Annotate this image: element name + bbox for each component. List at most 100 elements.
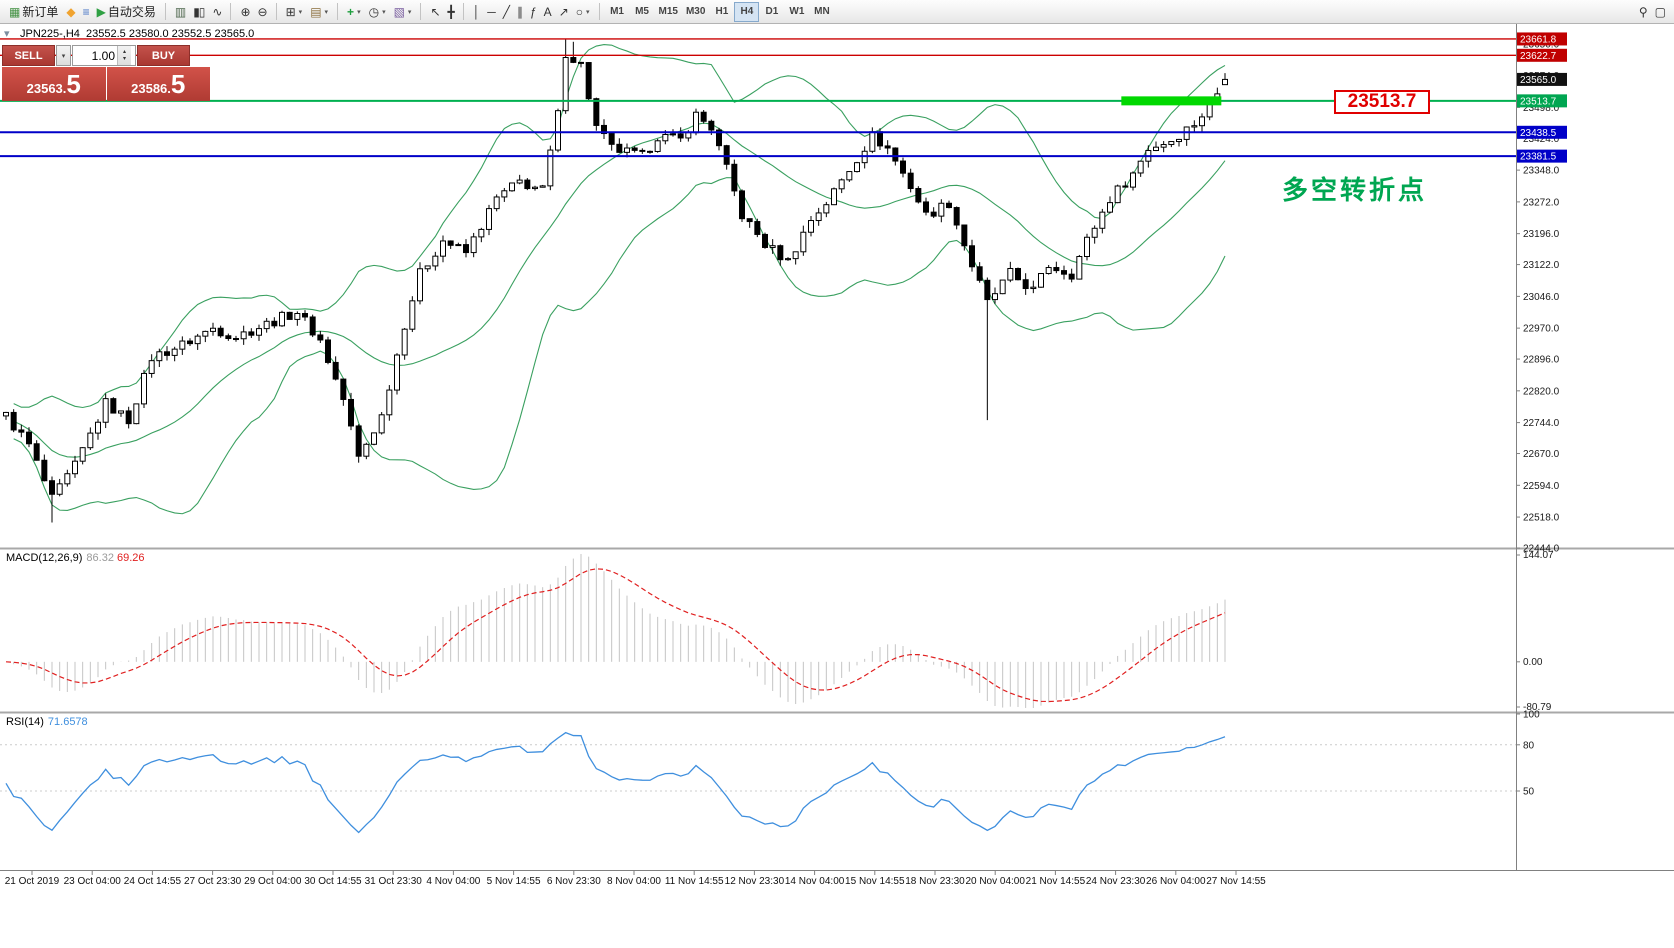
new-chart-button[interactable]: ⊞ ▾ xyxy=(282,2,307,22)
text-button[interactable]: A xyxy=(540,2,555,22)
turning-point-annotation[interactable]: 多空转折点 xyxy=(1282,175,1428,205)
time-axis[interactable]: 21 Oct 2019 23 Oct 04:00 24 Oct 14:55 27 Oc… xyxy=(0,870,1674,887)
new-order-button[interactable]: ▦ 新订单 xyxy=(5,2,62,22)
vertical-line-button[interactable]: │ xyxy=(469,2,484,22)
price-scale-label: 23196.0 xyxy=(1523,229,1560,240)
buy-price-display[interactable]: 23586. 5 xyxy=(106,67,210,101)
window-list-button[interactable]: ▢ xyxy=(1651,2,1669,22)
cursor-icon: ↖ xyxy=(430,4,440,19)
periods-button[interactable]: ◷ ▾ xyxy=(365,2,390,22)
volume-up-icon[interactable]: ▴ xyxy=(122,48,126,55)
price-chart-canvas[interactable]: 23650.023574.023498.023424.023348.023272… xyxy=(0,24,1674,948)
metaquotes-button[interactable]: ◆ xyxy=(62,2,78,22)
timeframe-mn-button[interactable]: MN xyxy=(809,2,834,22)
bar-chart-icon: ▥ xyxy=(174,4,186,19)
toolbar-separator xyxy=(164,3,166,20)
toolbar-separator xyxy=(420,3,422,20)
macd-indicator-label: MACD(12,26,9) 86.32 69.26 xyxy=(6,552,144,564)
market-watch-button[interactable]: ≡ xyxy=(79,2,93,22)
one-click-prices: 23563. 5 23586. 5 xyxy=(2,67,210,101)
toolbar-group-right: ⚲ ▢ xyxy=(1633,2,1671,22)
timeframe-h4-button[interactable]: H4 xyxy=(734,1,760,22)
volume-input[interactable] xyxy=(73,46,117,65)
line-chart-icon: ∿ xyxy=(212,4,222,19)
sell-button[interactable]: SELL xyxy=(2,45,55,66)
market-watch-icon: ≡ xyxy=(82,4,90,19)
templates-button[interactable]: ▧ ▾ xyxy=(390,2,416,22)
profiles-button[interactable]: ▤ ▾ xyxy=(306,2,332,22)
time-axis-label: 23 Oct 04:00 xyxy=(64,876,122,887)
button-label: 新订单 xyxy=(22,5,59,19)
indicators-icon: + xyxy=(347,4,354,19)
buy-button[interactable]: BUY xyxy=(137,45,190,66)
one-click-toggle-arrow[interactable]: ▾ xyxy=(4,28,10,40)
channel-button[interactable]: ∥ xyxy=(513,2,526,22)
trendline-button[interactable]: ╱ xyxy=(499,2,513,22)
price-scale-label: 22820.0 xyxy=(1523,386,1560,397)
line-chart-button[interactable]: ∿ xyxy=(208,2,225,22)
horizontal-lines xyxy=(0,38,1516,158)
toolbar-group-zoom: ⊕ ⊖ xyxy=(234,2,272,22)
price-scale-label: 22670.0 xyxy=(1523,449,1560,460)
search-symbol-button[interactable]: ⚲ xyxy=(1635,2,1651,22)
candlestick-chart-icon: ▮▯ xyxy=(193,4,205,19)
timeframe-d1-button[interactable]: D1 xyxy=(759,2,784,22)
timeframe-h1-button[interactable]: H1 xyxy=(709,2,734,22)
dropdown-arrow-icon: ▾ xyxy=(324,8,329,16)
order-type-dropdown-button[interactable]: ▾ xyxy=(56,45,71,66)
autotrading-button[interactable]: ▶ 自动交易 xyxy=(93,2,160,22)
bar-chart-button[interactable]: ▥ xyxy=(171,2,189,22)
price-scale[interactable]: 23650.023574.023498.023424.023348.023272… xyxy=(1516,24,1567,870)
time-axis-label: 31 Oct 23:30 xyxy=(365,876,423,887)
timeframe-w1-button[interactable]: W1 xyxy=(784,2,809,22)
timeframe-m1-button[interactable]: M1 xyxy=(605,2,630,22)
shapes-button[interactable]: ○ ▾ xyxy=(572,2,594,22)
trendline-icon: ╱ xyxy=(502,4,510,19)
volume-spinner: ▴ ▾ xyxy=(117,46,131,65)
timeframe-m15-button[interactable]: M15 xyxy=(655,2,682,22)
cursor-button[interactable]: ↖ xyxy=(426,2,443,22)
time-axis-label: 12 Nov 23:30 xyxy=(725,876,785,887)
highlight-bar[interactable] xyxy=(1121,96,1222,106)
time-axis-label: 4 Nov 04:00 xyxy=(426,876,480,887)
time-axis-label: 18 Nov 23:30 xyxy=(905,876,965,887)
time-axis-label: 20 Nov 04:00 xyxy=(965,876,1025,887)
price-scale-label: 22444.0 xyxy=(1523,544,1560,555)
price-scale-label: 23046.0 xyxy=(1523,292,1560,303)
fibonacci-button[interactable]: ƒ xyxy=(526,2,540,22)
time-axis-label: 26 Nov 04:00 xyxy=(1146,876,1206,887)
chart-window: 23650.023574.023498.023424.023348.023272… xyxy=(0,24,1674,948)
candlestick-chart-button[interactable]: ▮▯ xyxy=(189,2,208,22)
time-axis-label: 8 Nov 04:00 xyxy=(607,876,661,887)
time-axis-label: 6 Nov 23:30 xyxy=(547,876,601,887)
arrow-tool-button[interactable]: ↗ xyxy=(555,2,572,22)
symbol-ohlc-label: JPN225-,H4 23552.5 23580.0 23552.5 23565… xyxy=(20,28,255,40)
rsi-name: RSI(14) xyxy=(6,716,44,728)
vertical-line-icon: │ xyxy=(472,4,480,19)
price-pips-digit: 5 xyxy=(170,69,186,99)
dropdown-arrow-icon: ▾ xyxy=(357,8,361,16)
fibonacci-icon: ƒ xyxy=(529,4,537,19)
crosshair-button[interactable]: ╋ xyxy=(444,2,458,22)
timeframe-m5-button[interactable]: M5 xyxy=(630,2,655,22)
price-scale-label: 23424.0 xyxy=(1523,134,1560,145)
toolbar-separator xyxy=(462,3,464,20)
indicators-button[interactable]: + ▾ xyxy=(343,2,365,22)
time-axis-label: 27 Oct 23:30 xyxy=(184,876,242,887)
price-badge xyxy=(1517,149,1567,163)
price-badge xyxy=(1517,48,1567,62)
zoom-in-button[interactable]: ⊕ xyxy=(236,2,253,22)
horizontal-line-button[interactable]: ─ xyxy=(483,2,499,22)
price-callout-label[interactable]: 23513.7 xyxy=(1334,90,1430,114)
toolbar: ▦ 新订单 ◆ ≡ ▶ 自动交易 ▥ ▮▯ ∿ ⊕ ⊖ ⊞ ▾ ▤ ▾ + ▾ ◷ ▾ ▧ ▾ ↖ ╋ │ ─ ╱ ∥ ƒ A ↗ ○ ▾ M1… xyxy=(0,0,1674,24)
price-badge xyxy=(1517,32,1567,46)
volume-down-icon[interactable]: ▾ xyxy=(122,55,126,62)
price-scale-label: 22594.0 xyxy=(1523,481,1560,492)
zoom-out-button[interactable]: ⊖ xyxy=(254,2,271,22)
timeframe-m30-button[interactable]: M30 xyxy=(682,2,709,22)
price-integer-part: 23586. xyxy=(131,80,171,96)
toolbar-group-cursor: ↖ ╋ xyxy=(424,2,459,22)
rsi-value: 71.6578 xyxy=(47,716,88,728)
sell-price-display[interactable]: 23563. 5 xyxy=(2,67,106,101)
